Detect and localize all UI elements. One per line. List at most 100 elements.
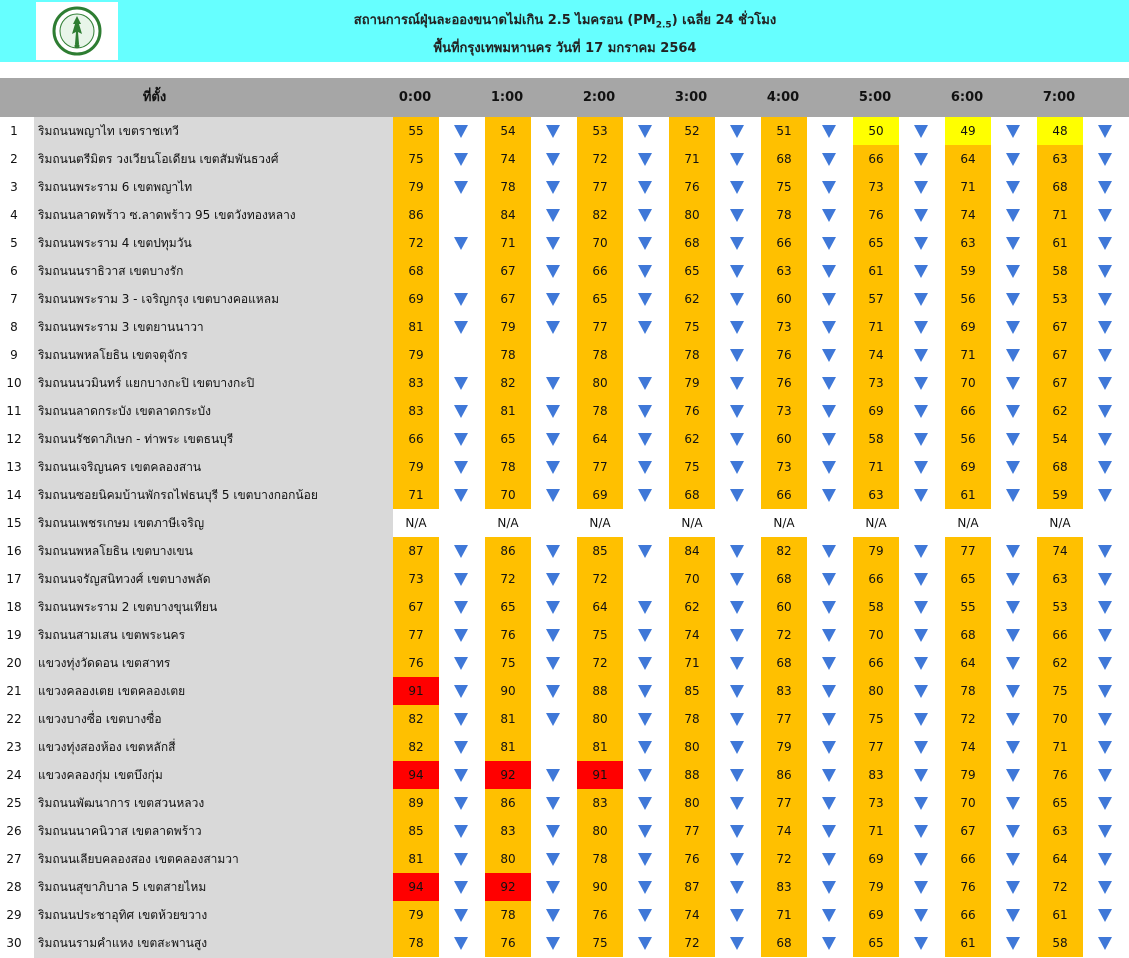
pm25-value-cell: 60 xyxy=(761,285,807,313)
pm25-value-cell: 72 xyxy=(577,145,623,173)
pm25-value-cell: 61 xyxy=(945,481,991,509)
down-trend-arrow-icon xyxy=(911,369,931,397)
pm25-value-cell: 70 xyxy=(485,481,531,509)
pm25-value-cell: N/A xyxy=(485,509,531,537)
station-location: ริมถนนพหลโยธิน เขตจตุจักร xyxy=(38,348,188,362)
pm25-value-cell: 76 xyxy=(945,873,991,901)
down-trend-arrow-icon xyxy=(911,649,931,677)
pm25-value-cell: 58 xyxy=(853,425,899,453)
down-trend-arrow-icon xyxy=(543,285,563,313)
page-subtitle: พื้นที่กรุงเทพมหานคร วันที่ 17 มกราคม 25… xyxy=(433,41,697,56)
pm25-value-cell: 86 xyxy=(393,201,439,229)
table-row: 15 ริมถนนเพชรเกษม เขตภาษีเจริญ N/A N/A N/A N/… xyxy=(0,509,1129,537)
pm25-value-cell: 79 xyxy=(393,173,439,201)
down-trend-arrow-icon xyxy=(911,621,931,649)
down-trend-arrow-icon xyxy=(911,257,931,285)
pm25-value-cell: 74 xyxy=(1037,537,1083,565)
down-trend-arrow-icon xyxy=(543,705,563,733)
pm25-value-cell: 86 xyxy=(485,789,531,817)
pm25-value-cell: 64 xyxy=(1037,845,1083,873)
row-number: 9 xyxy=(10,348,18,362)
pm25-value-cell: 69 xyxy=(945,453,991,481)
pm25-value-cell: 75 xyxy=(1037,677,1083,705)
down-trend-arrow-icon xyxy=(543,173,563,201)
table-row: 18 ริมถนนพระราม 2 เขตบางขุนเทียน 67 65 64 62 6… xyxy=(0,593,1129,621)
down-trend-arrow-icon xyxy=(451,929,471,957)
down-trend-arrow-icon xyxy=(727,565,747,593)
pm25-value-cell: 70 xyxy=(945,789,991,817)
down-trend-arrow-icon xyxy=(727,621,747,649)
pm25-value-cell: 78 xyxy=(669,341,715,369)
pm25-value-cell: 60 xyxy=(761,425,807,453)
pm25-value-cell: 67 xyxy=(945,817,991,845)
pm25-value-cell: 78 xyxy=(669,705,715,733)
down-trend-arrow-icon xyxy=(635,425,655,453)
down-trend-arrow-icon xyxy=(819,677,839,705)
pm25-value-cell: 81 xyxy=(393,313,439,341)
down-trend-arrow-icon xyxy=(1095,705,1115,733)
pm25-value-cell: 77 xyxy=(945,537,991,565)
down-trend-arrow-icon xyxy=(1095,481,1115,509)
station-location: ริมถนนพระราม 2 เขตบางขุนเทียน xyxy=(38,600,218,614)
down-trend-arrow-icon xyxy=(1003,425,1023,453)
down-trend-arrow-icon xyxy=(1003,649,1023,677)
down-trend-arrow-icon xyxy=(451,537,471,565)
pm25-value-cell: 68 xyxy=(761,145,807,173)
down-trend-arrow-icon xyxy=(911,481,931,509)
pm25-value-cell: 75 xyxy=(669,313,715,341)
pm25-value-cell: 71 xyxy=(761,901,807,929)
station-location: ริมถนนลาดกระบัง เขตลาดกระบัง xyxy=(38,404,211,418)
down-trend-arrow-icon xyxy=(543,257,563,285)
down-trend-arrow-icon xyxy=(1003,565,1023,593)
station-location: ริมถนนตรีมิตร วงเวียนโอเดียน เขตสัมพันธว… xyxy=(38,152,279,166)
table-row: 1 ริมถนนพญาไท เขตราชเทวี 55 54 53 52 51 50 49 48 xyxy=(0,117,1129,145)
station-location: ริมถนนเลียบคลองสอง เขตคลองสามวา xyxy=(38,852,239,866)
pm25-value-cell: 55 xyxy=(945,593,991,621)
down-trend-arrow-icon xyxy=(727,481,747,509)
row-number: 26 xyxy=(6,824,22,838)
pm25-value-cell: 68 xyxy=(945,621,991,649)
pm25-value-cell: N/A xyxy=(1037,509,1083,537)
down-trend-arrow-icon xyxy=(543,313,563,341)
down-trend-arrow-icon xyxy=(1095,453,1115,481)
down-trend-arrow-icon xyxy=(451,677,471,705)
down-trend-arrow-icon xyxy=(911,845,931,873)
down-trend-arrow-icon xyxy=(543,397,563,425)
down-trend-arrow-icon xyxy=(727,817,747,845)
pm25-value-cell: 82 xyxy=(393,733,439,761)
down-trend-arrow-icon xyxy=(911,229,931,257)
pm25-value-cell: 72 xyxy=(945,705,991,733)
station-location: ริมถนนเพชรเกษม เขตภาษีเจริญ xyxy=(38,516,205,530)
pm25-value-cell: 76 xyxy=(761,341,807,369)
down-trend-arrow-icon xyxy=(635,313,655,341)
station-location: ริมถนนรามคำแหง เขตสะพานสูง xyxy=(38,936,208,950)
pm25-value-cell: 69 xyxy=(393,285,439,313)
pm25-value-cell: 94 xyxy=(393,873,439,901)
pm25-value-cell: 80 xyxy=(669,201,715,229)
pm25-value-cell: 72 xyxy=(485,565,531,593)
pm25-value-cell: 62 xyxy=(669,425,715,453)
pm25-value-cell: 90 xyxy=(485,677,531,705)
pm25-value-cell: 92 xyxy=(485,761,531,789)
down-trend-arrow-icon xyxy=(819,117,839,145)
down-trend-arrow-icon xyxy=(635,593,655,621)
down-trend-arrow-icon xyxy=(451,425,471,453)
pm25-value-cell: 67 xyxy=(393,593,439,621)
down-trend-arrow-icon xyxy=(451,845,471,873)
down-trend-arrow-icon xyxy=(819,145,839,173)
down-trend-arrow-icon xyxy=(727,845,747,873)
pm25-value-cell: 72 xyxy=(669,929,715,957)
pm25-value-cell: 67 xyxy=(485,285,531,313)
pm25-value-cell: 73 xyxy=(853,789,899,817)
down-trend-arrow-icon xyxy=(819,201,839,229)
pm25-value-cell: 92 xyxy=(485,873,531,901)
pm25-value-cell: 62 xyxy=(669,285,715,313)
down-trend-arrow-icon xyxy=(911,817,931,845)
table-row: 4 ริมถนนลาดพร้าว ซ.ลาดพร้าว 95 เขตวังทองห… xyxy=(0,201,1129,229)
pm25-value-cell: 79 xyxy=(853,537,899,565)
pm25-value-cell: 69 xyxy=(853,845,899,873)
station-location: แขวงบางซื่อ เขตบางซื่อ xyxy=(38,712,162,726)
pm25-value-cell: 65 xyxy=(1037,789,1083,817)
down-trend-arrow-icon xyxy=(635,761,655,789)
pm25-value-cell: 79 xyxy=(669,369,715,397)
